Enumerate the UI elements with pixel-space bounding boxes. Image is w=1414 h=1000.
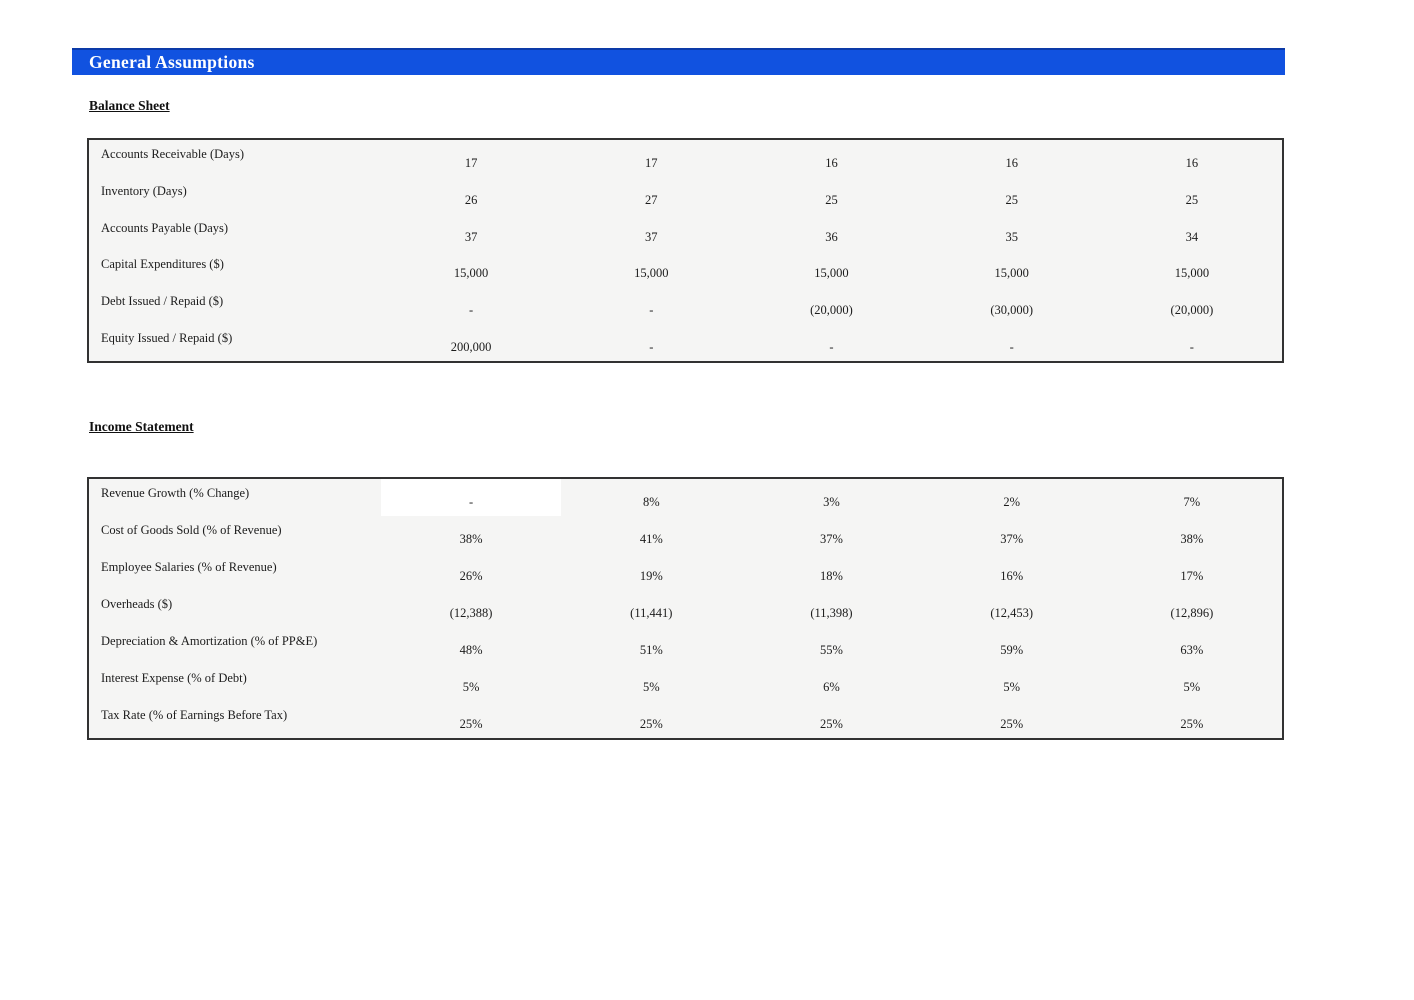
value-cell: 27 xyxy=(645,192,658,207)
value-cell: 17 xyxy=(464,156,478,170)
value-cell: 2% xyxy=(1003,495,1021,509)
table-row: Depreciation & Amortization (% of PP&E) 4… xyxy=(89,627,1282,664)
value-cell: (12,453) xyxy=(990,606,1034,620)
value-cell: 3% xyxy=(823,495,840,509)
value-cell: 37 xyxy=(464,229,478,244)
row-label: Cost of Goods Sold (% of Revenue) xyxy=(101,523,282,537)
value-cell: 15,000 xyxy=(814,266,849,281)
value-cell: (20,000) xyxy=(810,303,853,318)
value-cell: 200,000 xyxy=(450,340,492,355)
value-cell: 38% xyxy=(1180,532,1204,546)
value-cell: 18% xyxy=(820,569,843,583)
value-cell: 26% xyxy=(459,569,483,583)
value-cell: 16% xyxy=(1000,569,1024,583)
row-label: Tax Rate (% of Earnings Before Tax) xyxy=(101,708,288,722)
row-label: Depreciation & Amortization (% of PP&E) xyxy=(101,634,318,648)
table-row: Accounts Payable (Days) 37 37 36 35 34 xyxy=(89,214,1282,251)
row-label: Overheads ($) xyxy=(101,597,173,611)
value-cell: - xyxy=(649,303,654,318)
value-cell: 5% xyxy=(1183,680,1201,694)
value-cell: 25% xyxy=(820,717,843,731)
table-row: Accounts Receivable (Days) 17 17 16 16 16 xyxy=(89,140,1282,177)
row-label: Inventory (Days) xyxy=(101,183,187,198)
value-cell: 16 xyxy=(1005,156,1018,170)
value-cell: 63% xyxy=(1180,643,1204,657)
value-cell: 25% xyxy=(459,717,483,731)
value-cell: (12,388) xyxy=(449,606,493,620)
table-row: Debt Issued / Repaid ($) - - (20,000) (30,00… xyxy=(89,287,1282,324)
value-cell: 25% xyxy=(1180,717,1204,731)
value-cell: - xyxy=(829,340,834,355)
value-cell: 37 xyxy=(645,229,658,244)
value-cell: 6% xyxy=(823,680,840,694)
value-cell: (11,441) xyxy=(630,606,673,620)
value-cell: 41% xyxy=(639,532,663,546)
value-cell: 37% xyxy=(820,532,843,546)
value-cell: 25% xyxy=(639,717,663,731)
value-cell: 51% xyxy=(639,643,663,657)
table-row: Revenue Growth (% Change) - 8% 3% 2% 7% xyxy=(89,479,1282,516)
value-cell: 35 xyxy=(1005,229,1018,244)
value-cell: 17% xyxy=(1180,569,1204,583)
row-label: Interest Expense (% of Debt) xyxy=(101,671,247,685)
value-cell: 17 xyxy=(645,156,658,170)
value-cell: 7% xyxy=(1183,495,1201,509)
highlighted-input-cell[interactable]: - xyxy=(381,479,562,516)
value-cell: 15,000 xyxy=(1174,266,1210,281)
value-cell: 16 xyxy=(1185,156,1199,170)
value-cell: 36 xyxy=(825,229,838,244)
value-cell: - xyxy=(1189,340,1194,355)
income-statement-table: Revenue Growth (% Change) - 8% 3% 2% 7% Cost o… xyxy=(87,477,1284,740)
row-label: Capital Expenditures ($) xyxy=(101,257,224,272)
value-cell: 25 xyxy=(825,192,838,207)
value-cell: - xyxy=(649,340,654,355)
value-cell: 16 xyxy=(825,156,838,170)
table-row: Capital Expenditures ($) 15,000 15,000 15,0… xyxy=(89,250,1282,287)
value-cell: 5% xyxy=(1003,680,1021,694)
value-cell: 15,000 xyxy=(453,266,489,281)
row-label: Equity Issued / Repaid ($) xyxy=(101,331,233,346)
table-row: Interest Expense (% of Debt) 5% 5% 6% 5% 5% xyxy=(89,664,1282,701)
value-cell: 26 xyxy=(464,192,478,207)
value-cell: 19% xyxy=(639,569,663,583)
balance-sheet-table: Accounts Receivable (Days) 17 17 16 16 16 Inve… xyxy=(87,138,1284,363)
value-cell: 25% xyxy=(1000,717,1024,731)
value-cell: 59% xyxy=(1000,643,1024,657)
value-cell: 25 xyxy=(1005,192,1018,207)
value-cell: - xyxy=(469,303,474,318)
row-label: Employee Salaries (% of Revenue) xyxy=(101,560,277,574)
table-row: Equity Issued / Repaid ($) 200,000 - - - - xyxy=(89,324,1282,361)
value-cell: (12,896) xyxy=(1170,606,1214,620)
table-row: Inventory (Days) 26 27 25 25 25 xyxy=(89,177,1282,214)
value-cell: - xyxy=(1009,340,1014,355)
section-heading-income-statement: Income Statement xyxy=(89,419,194,434)
table-row: Tax Rate (% of Earnings Before Tax) 25% 25… xyxy=(89,701,1282,738)
value-cell: 55% xyxy=(820,643,843,657)
row-label: Accounts Receivable (Days) xyxy=(101,147,244,161)
row-label: Debt Issued / Repaid ($) xyxy=(101,294,224,309)
value-cell: 48% xyxy=(459,643,483,657)
value-cell: (30,000) xyxy=(990,303,1034,318)
section-heading-balance-sheet: Balance Sheet xyxy=(89,98,170,113)
value-cell: 5% xyxy=(642,680,660,694)
value-cell: 34 xyxy=(1185,229,1199,244)
page-title: General Assumptions xyxy=(89,52,255,72)
value-cell: 38% xyxy=(459,532,483,546)
value-cell: (11,398) xyxy=(810,606,853,620)
value-cell: 25 xyxy=(1185,192,1199,207)
value-cell: 8% xyxy=(642,495,660,509)
value-cell: 37% xyxy=(1000,532,1024,546)
value-cell: 5% xyxy=(462,680,480,694)
table-row: Overheads ($) (12,388) (11,441) (11,398) (12… xyxy=(89,590,1282,627)
value-cell: (20,000) xyxy=(1170,303,1214,318)
table-row: Employee Salaries (% of Revenue) 26% 19% 18… xyxy=(89,553,1282,590)
value-cell: 15,000 xyxy=(994,266,1029,281)
section-title-bar: General Assumptions xyxy=(72,48,1285,75)
row-label: Accounts Payable (Days) xyxy=(101,220,229,235)
value-cell: 15,000 xyxy=(634,266,669,281)
table-row: Cost of Goods Sold (% of Revenue) 38% 41% 3… xyxy=(89,516,1282,553)
row-label: Revenue Growth (% Change) xyxy=(101,486,250,500)
